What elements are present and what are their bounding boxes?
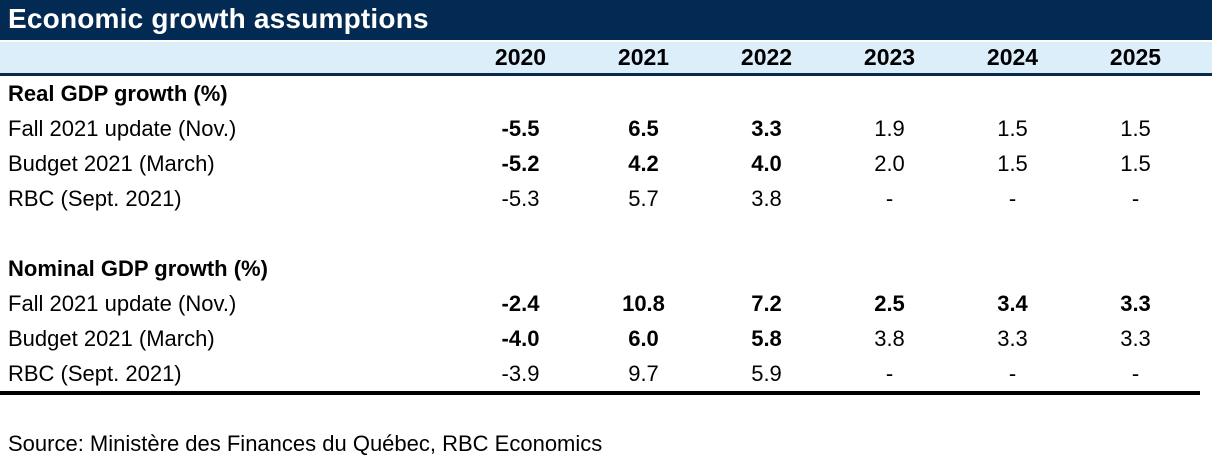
section-heading: Real GDP growth (%)	[8, 80, 228, 106]
value-cell: 2.5	[874, 290, 905, 316]
year-header: 2020	[494, 44, 547, 70]
source-note: Source: Ministère des Finances du Québec…	[8, 431, 603, 456]
row-label: RBC (Sept. 2021)	[8, 360, 182, 386]
table-bottom-rule	[0, 391, 1200, 395]
value-cell: -5.5	[501, 115, 540, 141]
section-heading: Nominal GDP growth (%)	[8, 255, 268, 281]
row-label: RBC (Sept. 2021)	[8, 185, 182, 211]
table-row: Budget 2021 (March) -4.0 6.0 5.8 3.8 3.3 3.3	[0, 321, 1197, 356]
row-label: Budget 2021 (March)	[8, 325, 215, 351]
table-row: RBC (Sept. 2021) -5.3 5.7 3.8 - - -	[0, 181, 1197, 216]
row-label: Budget 2021 (March)	[8, 150, 215, 176]
value-cell: 5.9	[751, 360, 782, 386]
year-header-row: 2020 2021 2022 2023 2024 2025	[0, 42, 1212, 76]
value-cell: 1.5	[1120, 115, 1151, 141]
value-cell: 1.5	[1120, 150, 1151, 176]
value-cell: 6.0	[628, 325, 659, 351]
row-label: Fall 2021 update (Nov.)	[8, 115, 237, 141]
table-body: Real GDP growth (%) Fall 2021 update (Nov…	[0, 76, 1212, 391]
value-cell: -	[885, 185, 894, 211]
title-divider	[0, 40, 1212, 42]
value-cell: 3.4	[997, 290, 1028, 316]
year-header: 2024	[986, 44, 1039, 70]
section-spacer-row	[0, 216, 1197, 251]
section-heading-row: Real GDP growth (%)	[0, 76, 1197, 111]
value-cell: 10.8	[622, 290, 665, 316]
value-cell: -	[1131, 185, 1140, 211]
section-heading-row: Nominal GDP growth (%)	[0, 251, 1197, 286]
year-header: 2023	[863, 44, 916, 70]
year-header: 2021	[617, 44, 670, 70]
value-cell: -	[885, 360, 894, 386]
value-cell: 3.3	[751, 115, 782, 141]
value-cell: 5.7	[628, 185, 659, 211]
value-cell: -	[1131, 360, 1140, 386]
value-cell: 3.8	[874, 325, 905, 351]
value-cell: -4.0	[501, 325, 540, 351]
year-header: 2025	[1109, 44, 1162, 70]
value-cell: -	[1008, 185, 1017, 211]
value-cell: 1.5	[997, 150, 1028, 176]
value-cell: -	[1008, 360, 1017, 386]
value-cell: -3.9	[501, 360, 540, 386]
value-cell: 3.3	[997, 325, 1028, 351]
table-row: RBC (Sept. 2021) -3.9 9.7 5.9 - - -	[0, 356, 1197, 391]
value-cell: 7.2	[751, 290, 782, 316]
page-title: Economic growth assumptions	[0, 0, 1212, 40]
table-row: Fall 2021 update (Nov.) -5.5 6.5 3.3 1.9 1.5 1…	[0, 111, 1197, 146]
value-cell: 9.7	[628, 360, 659, 386]
row-label: Fall 2021 update (Nov.)	[8, 290, 237, 316]
value-cell: 3.3	[1120, 325, 1151, 351]
value-cell: 1.9	[874, 115, 905, 141]
value-cell: -2.4	[501, 290, 540, 316]
value-cell: 3.3	[1120, 290, 1151, 316]
year-header: 2022	[740, 44, 793, 70]
value-cell: 5.8	[751, 325, 782, 351]
value-cell: 2.0	[874, 150, 905, 176]
table-row: Fall 2021 update (Nov.) -2.4 10.8 7.2 2.5 3.4…	[0, 286, 1197, 321]
value-cell: 4.0	[751, 150, 782, 176]
value-cell: 4.2	[628, 150, 659, 176]
table-row: Budget 2021 (March) -5.2 4.2 4.0 2.0 1.5 1.5	[0, 146, 1197, 181]
value-cell: 1.5	[997, 115, 1028, 141]
value-cell: -5.2	[501, 150, 540, 176]
value-cell: 3.8	[751, 185, 782, 211]
value-cell: 6.5	[628, 115, 659, 141]
value-cell: -5.3	[501, 185, 540, 211]
